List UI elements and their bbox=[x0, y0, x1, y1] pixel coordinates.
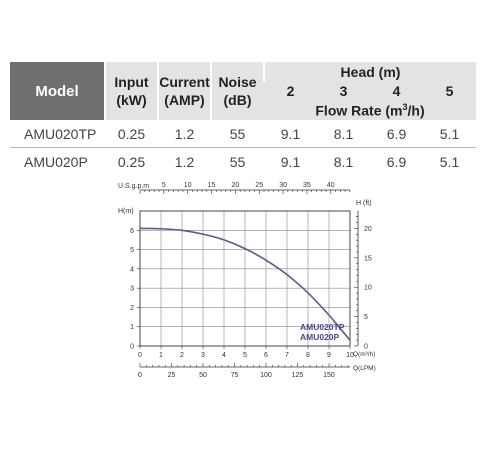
x-tick-label: 6 bbox=[264, 352, 268, 359]
table-row: AMU020TP 0.25 1.2 55 9.1 8.1 6.9 5.1 bbox=[10, 120, 476, 148]
cell-input: 0.25 bbox=[105, 120, 158, 148]
top-tick-label: 5 bbox=[162, 182, 166, 189]
x-tick-label: 9 bbox=[327, 352, 331, 359]
y-tick-label: 0 bbox=[130, 344, 134, 351]
lpm-tick-label: 0 bbox=[138, 372, 142, 379]
lpm-tick-label: 50 bbox=[199, 372, 207, 379]
right-tick-label: 0 bbox=[364, 344, 368, 351]
spec-table: Model Input (kW) Current (AMP) Noise (dB) H… bbox=[10, 62, 476, 175]
lpm-tick-label: 100 bbox=[260, 372, 272, 379]
lpm-tick-label: 125 bbox=[292, 372, 304, 379]
x-tick-label: 2 bbox=[180, 352, 184, 359]
cell-flow-2: 9.1 bbox=[264, 120, 317, 148]
header-flow-rate: Flow Rate (m3/h) bbox=[264, 100, 476, 120]
top-tick-label: 40 bbox=[327, 182, 335, 189]
top-tick-label: 10 bbox=[184, 182, 192, 189]
header-noise: Noise (dB) bbox=[210, 62, 264, 120]
chart-axes bbox=[137, 189, 359, 368]
cell-noise: 55 bbox=[229, 153, 246, 170]
cell-current: 1.2 bbox=[174, 153, 195, 170]
right-tick-label: 15 bbox=[364, 255, 372, 262]
series-label: AMU020TP bbox=[300, 322, 345, 332]
right-tick-label: 5 bbox=[364, 314, 368, 321]
lpm-axis-label: Q(LPM) bbox=[353, 365, 376, 372]
header-input: Input (kW) bbox=[104, 62, 158, 120]
x-axis-label: Q(m³/h) bbox=[353, 351, 375, 358]
cell-flow-3: 8.1 bbox=[317, 120, 370, 148]
x-tick-label: 4 bbox=[222, 352, 226, 359]
x-tick-label: 1 bbox=[159, 352, 163, 359]
cell-current: 1.2 bbox=[158, 120, 211, 148]
table-row: AMU020P 0.25 1.2 55 9.1 8.1 6.9 5.1 bbox=[10, 148, 476, 176]
y-tick-label: 3 bbox=[130, 286, 134, 293]
series-line bbox=[139, 227, 351, 341]
cell-flow-4: 6.9 bbox=[370, 120, 423, 148]
cell-flow-2: 9.1 bbox=[280, 153, 301, 170]
lpm-tick-label: 75 bbox=[231, 372, 239, 379]
cell-flow-3: 8.1 bbox=[333, 153, 354, 170]
y-tick-label: 1 bbox=[130, 324, 134, 331]
chart-grid bbox=[140, 211, 350, 346]
top-tick-label: 20 bbox=[231, 182, 239, 189]
lpm-tick-label: 150 bbox=[323, 372, 335, 379]
x-tick-label: 8 bbox=[306, 352, 310, 359]
series-label: AMU020P bbox=[300, 332, 340, 342]
top-tick-label: 35 bbox=[303, 182, 311, 189]
x-tick-label: 0 bbox=[138, 352, 142, 359]
y-axis-right-label: H (ft) bbox=[356, 200, 372, 207]
header-head-4: 4 bbox=[370, 82, 423, 100]
top-tick-label: 25 bbox=[255, 182, 263, 189]
y-tick-label: 4 bbox=[130, 266, 134, 273]
cell-flow-5: 5.1 bbox=[439, 153, 460, 170]
cell-flow-4: 6.9 bbox=[386, 153, 407, 170]
y-axis-label: H(m) bbox=[118, 208, 134, 215]
top-tick-label: 15 bbox=[208, 182, 216, 189]
header-head-2: 2 bbox=[264, 82, 317, 100]
cell-model: AMU020P bbox=[24, 153, 88, 170]
top-axis-label: U.S.g.p.m bbox=[118, 183, 149, 190]
header-head-5: 5 bbox=[423, 82, 476, 100]
y-tick-label: 2 bbox=[130, 305, 134, 312]
header-head-3: 3 bbox=[317, 82, 370, 100]
right-tick-label: 20 bbox=[364, 226, 372, 233]
cell-noise: 55 bbox=[211, 120, 264, 148]
y-tick-label: 6 bbox=[130, 228, 134, 235]
cell-flow-5: 5.1 bbox=[423, 120, 476, 148]
lpm-tick-label: 25 bbox=[168, 372, 176, 379]
y-tick-label: 5 bbox=[130, 247, 134, 254]
header-model: Model bbox=[10, 62, 105, 120]
header-current: Current (AMP) bbox=[157, 62, 211, 120]
x-tick-label: 10 bbox=[346, 352, 354, 359]
x-tick-label: 5 bbox=[243, 352, 247, 359]
right-tick-label: 10 bbox=[364, 285, 372, 292]
cell-model: AMU020TP bbox=[10, 120, 105, 148]
top-tick-label: 30 bbox=[279, 182, 287, 189]
header-head: Head (m) bbox=[263, 62, 476, 82]
cell-input: 0.25 bbox=[117, 153, 146, 170]
x-tick-label: 7 bbox=[285, 352, 289, 359]
x-tick-label: 3 bbox=[201, 352, 205, 359]
